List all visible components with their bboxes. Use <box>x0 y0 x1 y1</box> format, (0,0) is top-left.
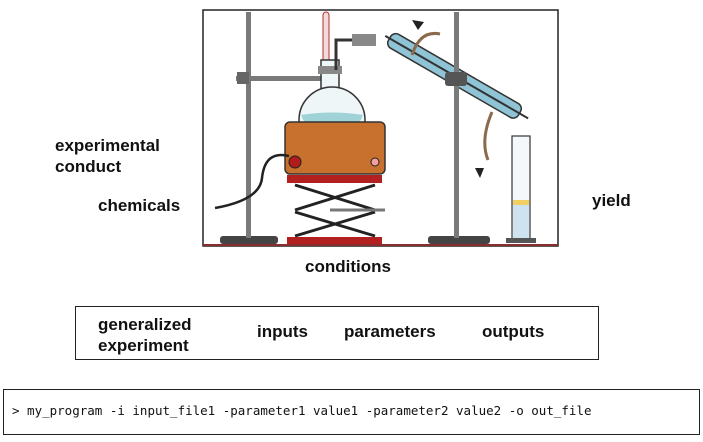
right-stand-rod <box>454 12 459 238</box>
adapter-joint <box>352 34 376 46</box>
cylinder-base <box>506 238 536 243</box>
left-clamp-arm <box>236 76 336 81</box>
left-stand-rod <box>246 12 251 238</box>
lab-jack-top <box>287 175 382 183</box>
outputs-label: outputs <box>482 322 545 341</box>
lab-jack-base <box>287 237 382 244</box>
arrow-out <box>412 20 424 30</box>
flask-clamp <box>318 66 342 74</box>
label-experimental-line: experimental <box>55 136 160 155</box>
lab-jack-scissor <box>294 183 376 238</box>
experiment-line: experiment <box>98 336 189 355</box>
cylinder-liquid-top <box>513 200 529 205</box>
label-conditions: conditions <box>305 257 391 276</box>
heating-mantle <box>284 121 386 175</box>
label-chemicals: chemicals <box>98 196 181 215</box>
summary-box: generalized experiment inputs parameters… <box>75 306 599 360</box>
arrow-in <box>475 168 484 178</box>
power-cable <box>214 153 290 210</box>
label-conduct-line: conduct <box>55 157 122 176</box>
heater-indicator <box>370 157 380 167</box>
water-outlet-tube <box>410 31 441 56</box>
left-clamp-block <box>237 72 249 84</box>
cylinder-liquid <box>513 200 529 239</box>
parameters-label: parameters <box>344 322 436 341</box>
generalized-experiment: generalized experiment <box>98 314 192 356</box>
command-line-box: > my_program -i input_file1 -parameter1 … <box>3 389 700 435</box>
inputs-label: inputs <box>257 322 308 341</box>
water-inlet-tube <box>483 111 494 161</box>
right-clamp <box>445 72 467 86</box>
generalized-line: generalized <box>98 315 192 334</box>
label-yield: yield <box>592 191 631 210</box>
left-stand-base <box>220 236 278 244</box>
heater-knob <box>288 155 302 169</box>
right-stand-base <box>428 236 490 244</box>
command-line-text: > my_program -i input_file1 -parameter1 … <box>12 403 592 418</box>
label-experimental-conduct: experimental conduct <box>55 135 160 177</box>
